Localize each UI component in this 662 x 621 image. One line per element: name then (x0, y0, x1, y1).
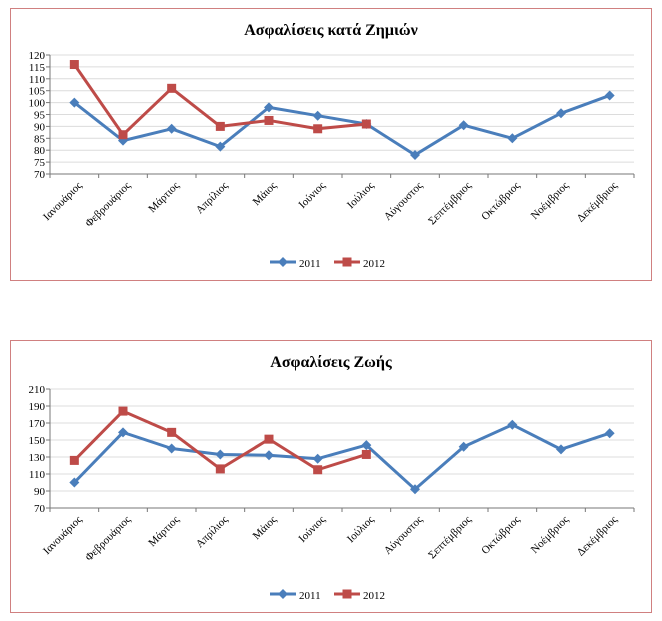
data-point-2011 (507, 419, 518, 430)
data-point-2012 (264, 434, 274, 444)
data-point-2011 (118, 427, 128, 438)
y-tick-label: 90 (34, 486, 46, 498)
data-point-2011 (458, 120, 469, 131)
y-tick-label: 170 (29, 418, 46, 430)
y-tick-label: 95 (34, 110, 46, 122)
data-point-2011 (215, 141, 226, 152)
chart-frame (10, 340, 652, 613)
series-line-2011 (73, 94, 611, 157)
data-point-2011 (604, 90, 615, 101)
data-point-2011 (264, 102, 274, 113)
y-tick-label: 90 (34, 121, 46, 133)
data-point-2011 (556, 108, 566, 119)
y-tick-label: 80 (34, 145, 46, 157)
y-tick-label: 110 (29, 469, 46, 481)
data-point-2012 (167, 427, 177, 437)
data-point-2012 (215, 121, 225, 131)
y-tick-label: 70 (34, 503, 46, 515)
chart-frame (10, 8, 652, 281)
legend-label: 2012 (363, 258, 385, 270)
data-point-2011 (361, 440, 372, 451)
data-point-2012 (167, 83, 177, 93)
data-point-2011 (410, 149, 420, 160)
data-point-2012 (118, 130, 128, 140)
data-point-2011 (264, 450, 274, 461)
legend-label: 2012 (363, 590, 385, 602)
series-line-2011 (73, 423, 611, 491)
data-point-2011 (215, 449, 226, 460)
data-point-2011 (410, 484, 420, 495)
legend-marker-2011 (278, 589, 288, 599)
legend-marker-2012 (342, 589, 352, 599)
data-point-2012 (264, 115, 274, 125)
y-tick-label: 210 (29, 384, 46, 396)
y-tick-label: 120 (29, 50, 46, 62)
data-point-2012 (69, 60, 79, 70)
chart-1: Ασφαλίσεις Ζωής7090110130150170190210Ιαν… (10, 340, 652, 613)
chart-title: Ασφαλίσεις κατά Ζημιών (244, 22, 418, 39)
y-tick-label: 85 (34, 133, 46, 145)
data-point-2012 (69, 455, 79, 465)
data-point-2012 (313, 124, 323, 134)
data-point-2011 (556, 444, 566, 455)
y-tick-label: 110 (29, 74, 46, 86)
legend-label: 2011 (299, 258, 321, 270)
legend-marker-2012 (342, 257, 352, 267)
legend-marker-2011 (278, 257, 288, 267)
data-point-2011 (458, 441, 469, 452)
y-tick-label: 105 (29, 86, 46, 98)
data-point-2011 (312, 110, 323, 121)
y-tick-label: 130 (29, 452, 46, 464)
data-point-2012 (361, 119, 371, 129)
legend-label: 2011 (299, 590, 321, 602)
y-tick-label: 100 (29, 98, 46, 110)
y-tick-label: 190 (29, 401, 46, 413)
data-point-2011 (166, 443, 177, 454)
y-tick-label: 70 (34, 169, 46, 181)
data-point-2011 (69, 477, 80, 488)
data-point-2011 (604, 428, 615, 439)
data-point-2011 (69, 97, 80, 108)
data-point-2011 (312, 453, 323, 464)
y-tick-label: 115 (29, 62, 46, 74)
chart-0: Ασφαλίσεις κατά Ζημιών 707580859095100105… (10, 8, 652, 281)
y-tick-label: 150 (29, 435, 46, 447)
data-point-2012 (215, 464, 225, 474)
chart-title: Ασφαλίσεις Ζωής (270, 354, 392, 371)
data-point-2011 (166, 123, 177, 134)
y-tick-label: 75 (34, 157, 46, 169)
data-point-2012 (313, 465, 323, 475)
data-point-2012 (118, 406, 128, 416)
data-point-2011 (507, 133, 518, 144)
data-point-2012 (361, 449, 371, 459)
